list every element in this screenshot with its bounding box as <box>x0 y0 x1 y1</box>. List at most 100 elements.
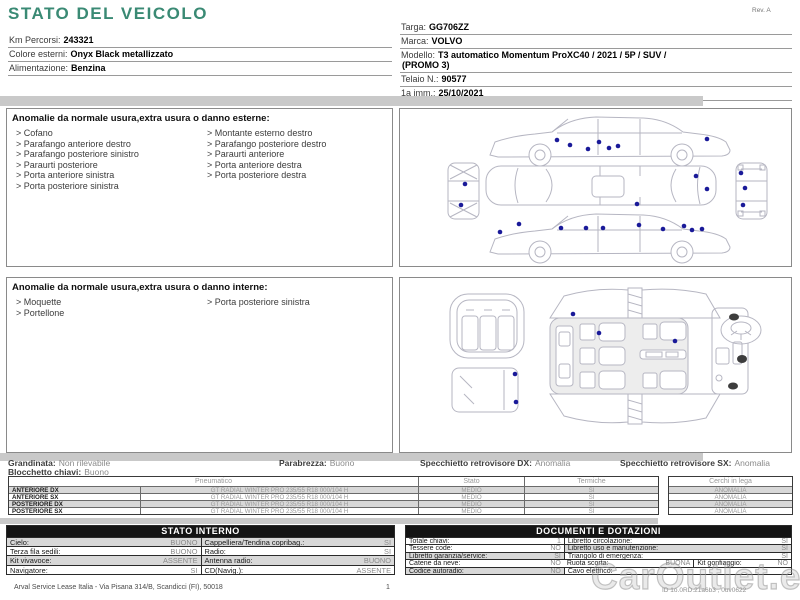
damage-markers <box>512 311 678 405</box>
cell-value: BUONO <box>170 547 198 556</box>
field-label: Modello: <box>401 50 436 60</box>
column-header-stato: Stato <box>418 477 524 486</box>
condition-value: Non rilevabile <box>58 458 111 468</box>
cell-label: Cielo: <box>10 538 29 547</box>
table-row: ANTERIORE SX GT RADIAL WINTER PRO 235/55… <box>9 493 658 500</box>
separator-band-top <box>0 96 703 106</box>
cell-label: Cappelliera/Tendina copribag.: <box>204 538 305 547</box>
tire-spec: GT RADIAL WINTER PRO 235/55 R18 000/104 … <box>140 494 418 500</box>
tire-stato: MEDIO <box>418 494 524 500</box>
field-label: Alimentazione: <box>9 63 69 73</box>
cell-label: Tessere code: <box>409 545 453 552</box>
stato-interno-table: STATO INTERNO Cielo: BUONO Cappelliera/Te… <box>6 525 395 575</box>
cerchi-in-lega-table: Cerchi in lega ANOMALIA ANOMALIA ANOMALI… <box>668 476 793 515</box>
cell-ruota-scorta: Ruota scorta: BUONA <box>564 560 693 566</box>
cell-triangolo: Triangolo di emergenza: SI <box>563 552 791 560</box>
table-row: ANTERIORE DX GT RADIAL WINTER PRO 235/55… <box>9 486 658 493</box>
tire-termiche: SI <box>524 501 658 507</box>
documenti-header: DOCUMENTI E DOTAZIONI <box>406 526 791 537</box>
table-row: Codice autoradio: NO Cavo elettrico: <box>406 566 791 574</box>
cell-libretto-uso: Libretto uso e manutenzione: SI <box>563 545 791 552</box>
tire-stato: MEDIO <box>418 487 524 493</box>
condition-value: Buono <box>84 467 109 477</box>
table-row: ANOMALIA <box>669 507 792 515</box>
field-value: Benzina <box>71 63 106 73</box>
condition-blocchetto-chiavi: Blocchetto chiavi: Buono <box>8 467 109 477</box>
table-row: Tessere code: NO Libretto uso e manutenzi… <box>406 544 791 552</box>
cell-value: ASSENTE <box>163 556 198 565</box>
condition-grandinata: Grandinata: Non rilevabile <box>8 458 110 468</box>
cell-radio: Radio: SI <box>200 547 395 556</box>
tire-termiche: SI <box>524 494 658 500</box>
table-row: ANOMALIA <box>669 486 792 494</box>
list-item: Montante esterno destro <box>201 128 392 139</box>
interior-damage-diagram-box <box>399 277 792 453</box>
column-header-termiche: Termiche <box>524 477 658 486</box>
field-label: Marca: <box>401 36 429 46</box>
cell-value: BUONO <box>363 556 391 565</box>
table-row: ANOMALIA <box>669 493 792 501</box>
interior-damage-diagram <box>449 287 762 425</box>
list-item: Cofano <box>10 128 201 139</box>
cell-value: ASSENTE <box>356 565 392 574</box>
separator-band-middle <box>0 453 703 461</box>
cell-label: Codice autoradio: <box>409 567 464 574</box>
tire-stato: MEDIO <box>418 508 524 514</box>
cell-terza-fila: Terza fila sedili: BUONO <box>7 547 201 555</box>
tire-position: POSTERIORE SX <box>12 508 63 514</box>
interior-anomalies-title: Anomalie da normale usura,extra usura o … <box>12 282 268 293</box>
table-row: Catene da neve: NO Ruota scorta: BUONA Kit… <box>406 559 791 567</box>
field-label: Targa: <box>401 22 427 32</box>
tire-spec: GT RADIAL WINTER PRO 235/55 R18 000/104 … <box>140 487 418 493</box>
exterior-anomalies-columns: Cofano Parafango anteriore destro Parafa… <box>7 126 392 191</box>
table-row: Libretto garanzia/service: SI Triangolo d… <box>406 551 791 560</box>
cell-label: Terza fila sedili: <box>10 547 61 556</box>
condition-specchietto-sx: Specchietto retrovisore SX: Anomalia <box>620 458 770 468</box>
cell-antenna-radio: Antenna radio: BUONO <box>200 556 394 565</box>
cell-label: Libretto circolazione: <box>567 538 633 545</box>
cell-label: Totale chiavi: <box>409 538 450 545</box>
list-item: Porta posteriore sinistra <box>201 297 392 308</box>
cell-value: SI <box>384 547 391 556</box>
table-row: Navigatore: SI CD(Navig.): ASSENTE <box>7 564 394 574</box>
field-value-line2: (PROMO 3) <box>402 60 450 70</box>
cell-kit-vivavoce: Kit vivavoce: ASSENTE <box>7 556 201 565</box>
field-colore-esterni: Colore esterni: Onyx Black metallizzato <box>8 48 392 62</box>
cell-value: SI <box>781 538 788 545</box>
vehicle-info-left: Km Percorsi: 243321 Colore esterni: Onyx B… <box>8 34 392 76</box>
field-label: Colore esterni: <box>9 49 68 59</box>
field-value: VOLVO <box>431 36 463 46</box>
tire-position: ANTERIORE DX <box>12 487 59 493</box>
cell-value: NO <box>550 545 561 552</box>
cell-label: Triangolo di emergenza: <box>567 552 644 560</box>
page-title: STATO DEL VEICOLO <box>8 4 208 23</box>
vehicle-info-right: Targa: GG706ZZ Marca: VOLVO Modello: T3 aut… <box>400 21 792 101</box>
cell-libretto-garanzia: Libretto garanzia/service: SI <box>406 552 564 560</box>
condition-value: Buono <box>329 458 355 468</box>
cell-label: Kit gonfiaggio: <box>697 560 742 567</box>
cell-label: Radio: <box>204 547 226 556</box>
column-header-cerchi: Cerchi in lega <box>709 478 752 485</box>
exterior-damage-diagram <box>447 116 768 264</box>
caroutlet-watermark: CarOutlet.eu <box>590 555 800 597</box>
field-value: T3 automatico Momentum ProXC40 / 2021 / … <box>438 50 667 60</box>
condition-label: Specchietto retrovisore DX: <box>420 458 532 468</box>
condition-label: Blocchetto chiavi: <box>8 467 82 477</box>
cell-label: Antenna radio: <box>204 556 253 565</box>
cell-value: SI <box>781 545 788 552</box>
interior-anomalies-col2: Porta posteriore sinistra <box>201 297 392 318</box>
condition-value: Anomalia <box>534 458 571 468</box>
cell-label: Cavo elettrico: <box>567 567 613 574</box>
cell-value: SI <box>554 552 561 560</box>
exterior-anomalies-col1: Cofano Parafango anteriore destro Parafa… <box>10 128 201 191</box>
field-km-percorsi: Km Percorsi: 243321 <box>8 34 392 48</box>
table-row: Totale chiavi: 1 Libretto circolazione: SI <box>406 537 791 545</box>
revision-label: Rev. A <box>752 7 771 14</box>
list-item: Paraurti posteriore <box>10 160 201 171</box>
tire-spec: GT RADIAL WINTER PRO 235/55 R18 000/104 … <box>140 501 418 507</box>
footer-company: Arval Service Lease Italia - Via Pisana … <box>14 584 223 591</box>
cell-kit-gonfiaggio: Kit gonfiaggio: NO <box>693 560 791 567</box>
exterior-damage-diagram-box <box>399 108 792 267</box>
field-value: 25/10/2021 <box>438 88 484 98</box>
